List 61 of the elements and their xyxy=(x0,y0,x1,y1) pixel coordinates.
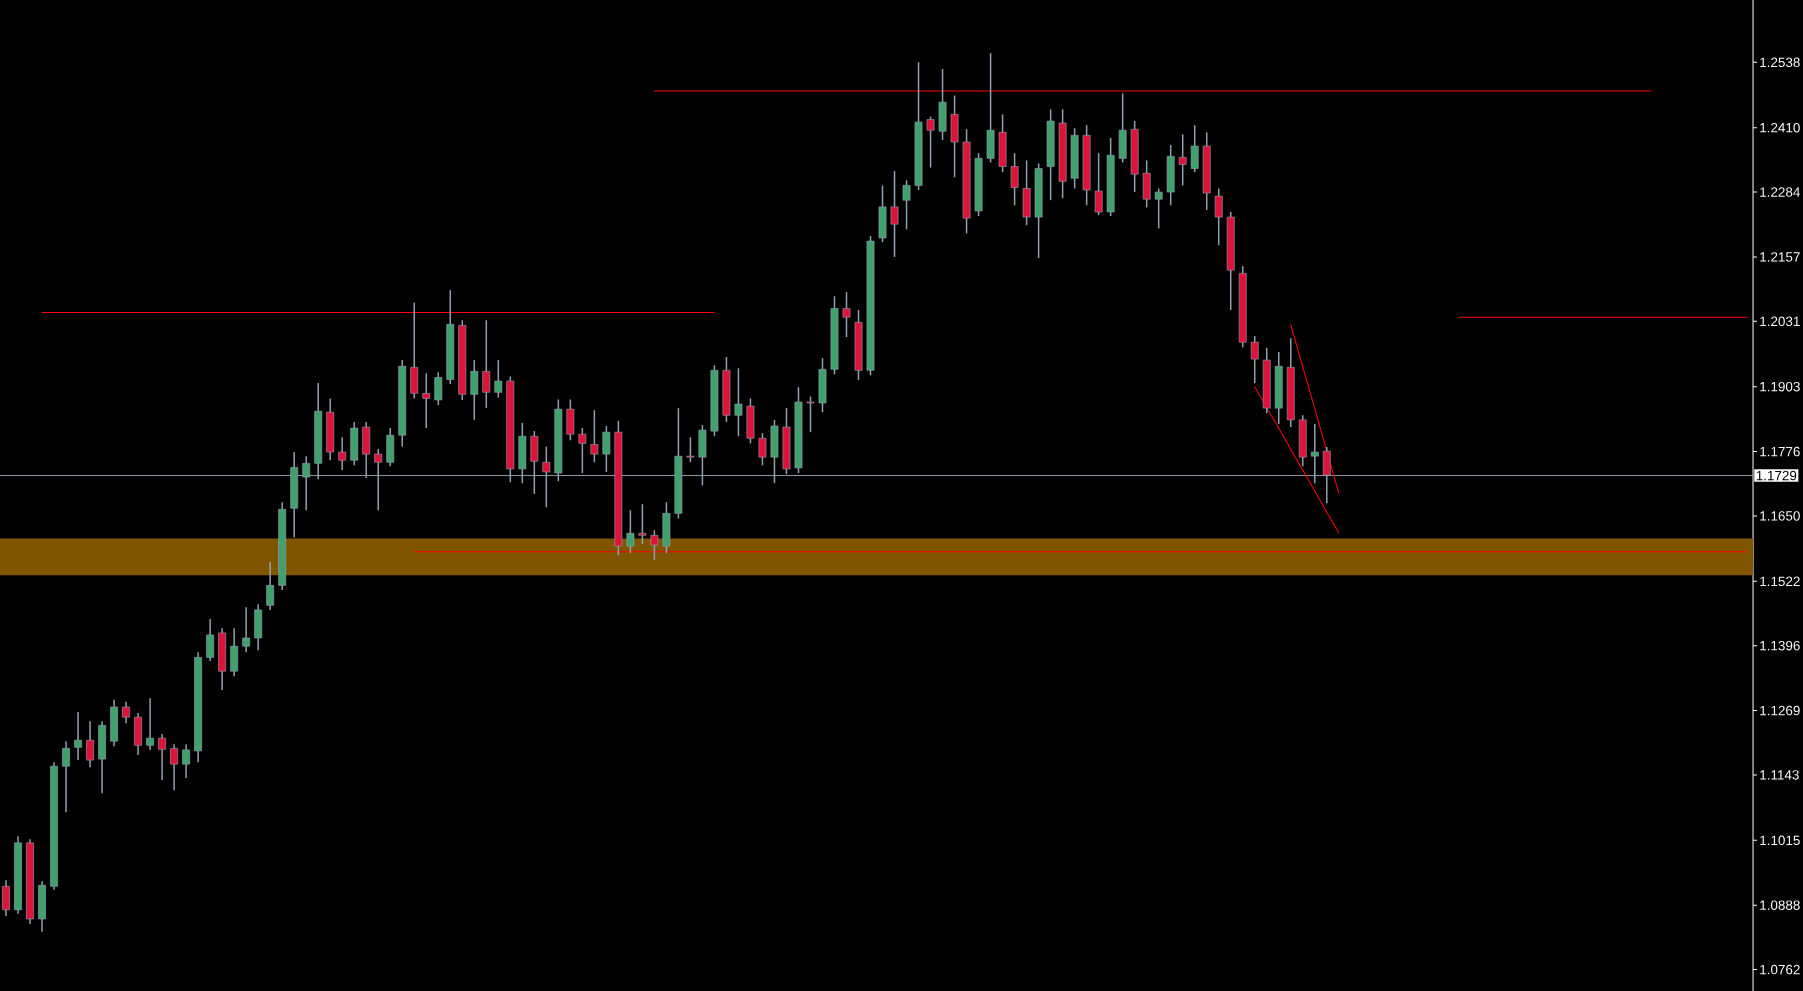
candlestick xyxy=(2,879,10,917)
y-tick-label: 1.2410 xyxy=(1760,122,1800,133)
candlestick xyxy=(146,697,154,751)
candlestick xyxy=(602,425,611,473)
y-tick-label: 1.0762 xyxy=(1760,964,1800,975)
candlestick xyxy=(86,720,94,768)
line-series xyxy=(1290,324,1340,494)
candlestick xyxy=(74,711,82,761)
y-tick-label: 1.0888 xyxy=(1760,900,1800,910)
y-tick-label: 1.1522 xyxy=(1760,576,1800,587)
candlestick xyxy=(482,319,491,409)
candlestick xyxy=(758,432,767,467)
y-tick-label: 1.1903 xyxy=(1760,381,1800,392)
candlestick xyxy=(686,436,695,464)
candlestick xyxy=(494,359,503,399)
candlestick xyxy=(902,179,911,231)
candlestick xyxy=(590,409,599,464)
candlestick xyxy=(650,529,659,561)
candlestick xyxy=(626,509,635,554)
candlestick xyxy=(638,503,647,545)
candlestick xyxy=(926,115,935,169)
candlestick xyxy=(158,733,166,781)
candlestick xyxy=(266,561,275,611)
candlestick xyxy=(62,740,70,813)
candlestick xyxy=(374,448,383,512)
candlestick xyxy=(242,606,251,654)
candlestick xyxy=(302,455,311,512)
candlestick xyxy=(890,170,899,258)
candlestick xyxy=(206,618,215,662)
candlestick xyxy=(1250,335,1259,384)
y-tick-label: 1.1650 xyxy=(1760,511,1800,521)
candlestick xyxy=(1154,187,1163,230)
y-tick-label: 1.2538 xyxy=(1760,57,1800,68)
candlestick xyxy=(1178,133,1187,187)
candlestick xyxy=(434,371,443,406)
candlestick xyxy=(734,367,743,437)
candlestick xyxy=(338,436,347,471)
candlestick xyxy=(170,743,179,791)
candlestick xyxy=(182,743,191,779)
candlestick xyxy=(1310,423,1319,484)
y-tick-label: 1.1269 xyxy=(1760,705,1800,716)
y-tick-label: 1.1776 xyxy=(1760,446,1800,457)
candlestick xyxy=(1010,152,1019,207)
candlestick xyxy=(1190,124,1199,173)
candlestick xyxy=(542,445,551,508)
y-tick-label: 1.2284 xyxy=(1760,187,1800,197)
candlestick xyxy=(470,359,479,421)
candlestick xyxy=(1094,152,1103,216)
y-tick-label: 1.2031 xyxy=(1760,316,1800,327)
y-tick-label: 1.1396 xyxy=(1760,640,1800,651)
candlestick xyxy=(1214,187,1223,246)
y-tick-label: 1.1143 xyxy=(1760,770,1799,780)
candlestick xyxy=(122,701,130,725)
candlestick xyxy=(578,427,587,474)
y-tick-label: 1.1015 xyxy=(1760,835,1800,846)
candlestick xyxy=(842,291,851,338)
candlestick xyxy=(806,395,815,433)
candlestick xyxy=(422,372,431,429)
ref-line-label: 1.1729 xyxy=(1756,470,1797,481)
y-tick-label: 1.2157 xyxy=(1760,252,1800,262)
line-series xyxy=(1254,386,1340,534)
